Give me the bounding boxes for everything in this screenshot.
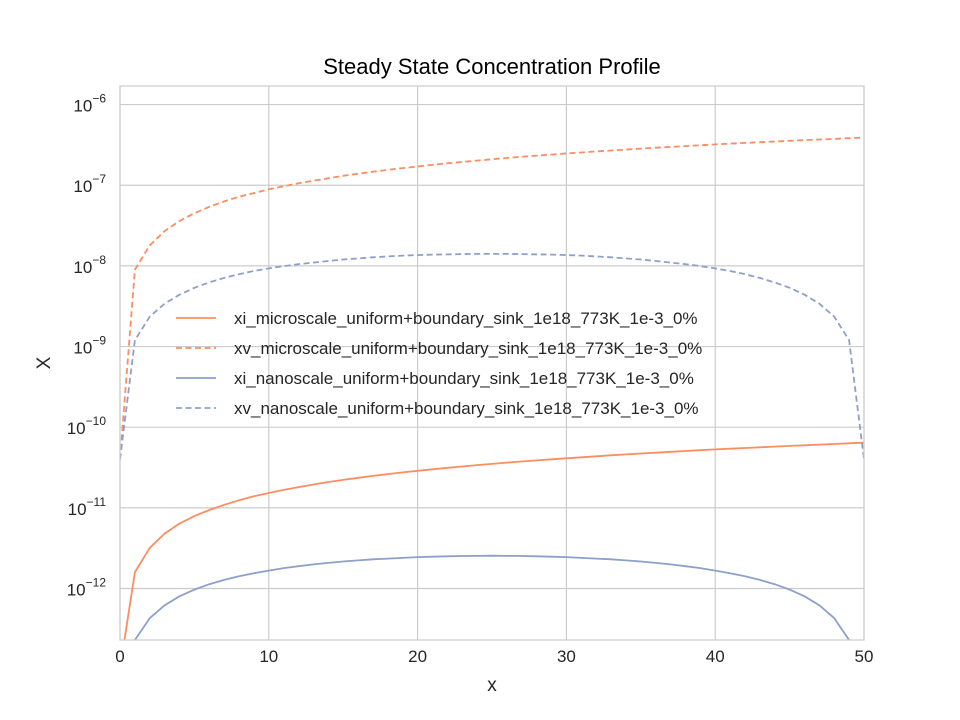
legend-label: xi_nanoscale_uniform+boundary_sink_1e18_…	[234, 369, 694, 388]
series-line-2	[120, 136, 864, 460]
x-tick-label: 40	[706, 647, 725, 666]
legend-label: xi_microscale_uniform+boundary_sink_1e18…	[234, 309, 698, 328]
legend-label: xv_nanoscale_uniform+boundary_sink_1e18_…	[234, 399, 699, 418]
y-tick-label: 10−9	[73, 334, 106, 358]
chart-title: Steady State Concentration Profile	[323, 54, 661, 79]
y-tick-label: 10−8	[73, 253, 106, 277]
legend: xi_microscale_uniform+boundary_sink_1e18…	[176, 309, 702, 418]
plot-frame	[119, 85, 865, 641]
y-tick-label: 10−7	[73, 172, 106, 196]
y-tick-label: 10−12	[67, 576, 107, 600]
x-tick-label: 30	[557, 647, 576, 666]
y-tick-label: 10−10	[67, 414, 107, 438]
y-tick-labels: 10−12 10−11 10−10 10−9 10−8 10−7 10−6	[67, 92, 107, 600]
x-tick-label: 10	[259, 647, 278, 666]
x-axis-label: x	[487, 675, 497, 696]
legend-label: xv_microscale_uniform+boundary_sink_1e18…	[234, 339, 702, 358]
y-tick-label: 10−6	[73, 92, 106, 116]
x-tick-labels: 0 10 20 30 40 50	[115, 647, 873, 666]
grid	[119, 86, 865, 640]
x-tick-label: 50	[855, 647, 874, 666]
series-group	[120, 136, 864, 640]
series-line-1	[123, 441, 864, 640]
series-line-3	[133, 554, 851, 640]
y-tick-label: 10−11	[68, 495, 107, 519]
plot-area	[120, 86, 864, 640]
x-tick-label: 20	[408, 647, 427, 666]
x-tick-label: 0	[115, 647, 124, 666]
series-line-4	[120, 252, 864, 460]
y-axis-label: X	[34, 356, 55, 369]
